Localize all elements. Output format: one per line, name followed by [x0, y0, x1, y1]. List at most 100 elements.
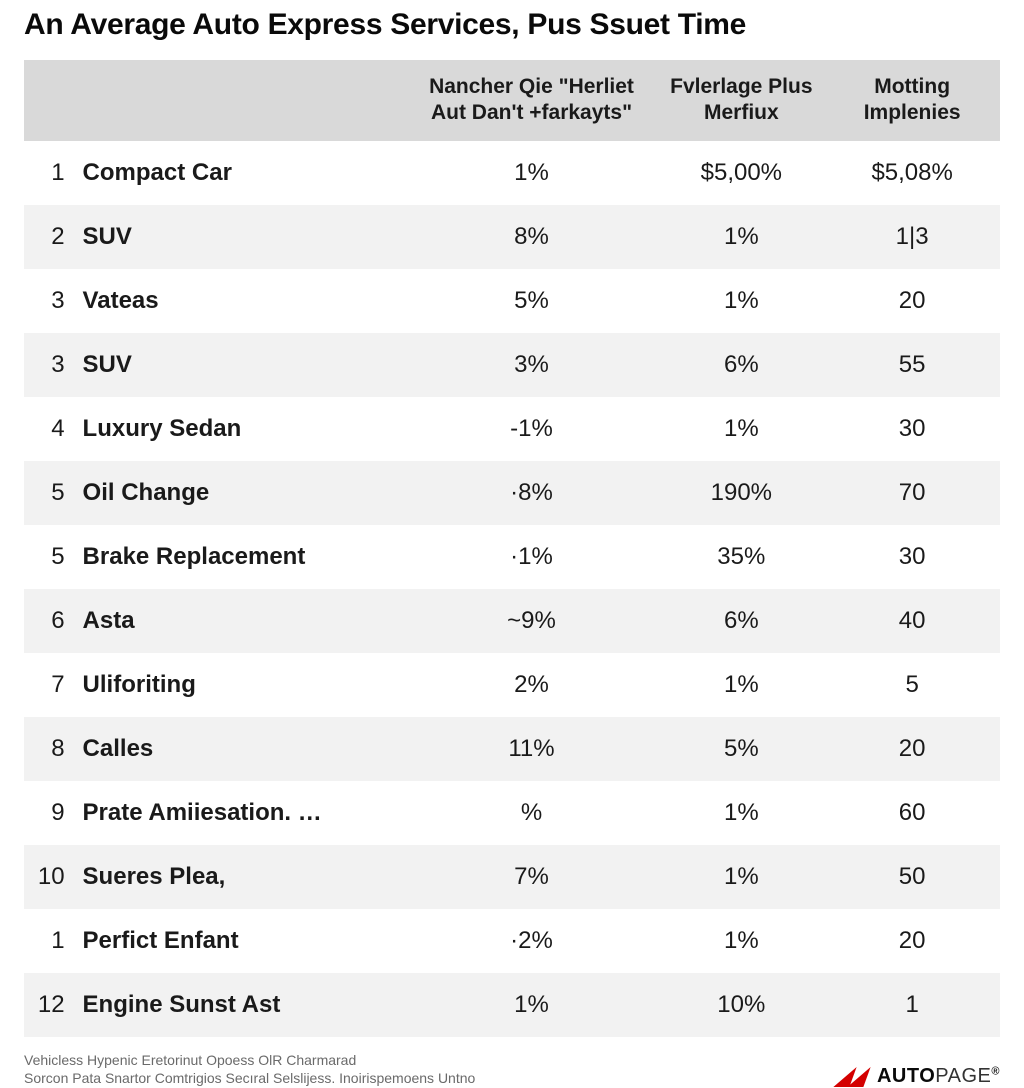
name-cell: Asta	[83, 589, 405, 653]
logo-registered: ®	[991, 1066, 1000, 1078]
rank-cell: 1	[24, 909, 83, 973]
rank-cell: 10	[24, 845, 83, 909]
value-cell-1: -1%	[405, 397, 659, 461]
value-cell-2: 6%	[658, 333, 824, 397]
value-cell-1: 1%	[405, 141, 659, 205]
logo-mark-icon	[837, 1067, 871, 1087]
services-table: Nancher Qie "Herliet Aut Dan't +farkayts…	[24, 60, 1000, 1037]
value-cell-1: ·1%	[405, 525, 659, 589]
value-cell-3: 60	[824, 781, 1000, 845]
rank-cell: 8	[24, 717, 83, 781]
value-cell-3: 55	[824, 333, 1000, 397]
value-cell-2: 1%	[658, 269, 824, 333]
footer: Vehicless Hypenic Eretorinut Opoess OlR …	[24, 1051, 1000, 1088]
logo-text-bold: AUTO	[877, 1065, 935, 1087]
rank-cell: 4	[24, 397, 83, 461]
brand-logo: AUTOPAGE®	[837, 1065, 1000, 1088]
value-cell-2: $5,00%	[658, 141, 824, 205]
name-cell: Sueres Plea,	[83, 845, 405, 909]
footer-text: Vehicless Hypenic Eretorinut Opoess OlR …	[24, 1051, 475, 1088]
table-row: 1Compact Car1%$5,00%$5,08%	[24, 141, 1000, 205]
rank-cell: 5	[24, 525, 83, 589]
table-row: 7Uliforiting2%1%5	[24, 653, 1000, 717]
rank-cell: 7	[24, 653, 83, 717]
table-row: 1Perfict Enfant·2%1%20	[24, 909, 1000, 973]
value-cell-1: ·2%	[405, 909, 659, 973]
header-col-1: Nancher Qie "Herliet Aut Dan't +farkayts…	[405, 60, 659, 141]
name-cell: Prate Amiiesation. …	[83, 781, 405, 845]
footer-line-2: Sorcon Pata Snartor Comtrigios Secıral S…	[24, 1069, 475, 1088]
name-cell: Calles	[83, 717, 405, 781]
value-cell-1: 5%	[405, 269, 659, 333]
value-cell-1: 8%	[405, 205, 659, 269]
value-cell-2: 1%	[658, 845, 824, 909]
value-cell-1: 7%	[405, 845, 659, 909]
value-cell-3: 30	[824, 525, 1000, 589]
value-cell-2: 190%	[658, 461, 824, 525]
name-cell: SUV	[83, 205, 405, 269]
value-cell-1: ~9%	[405, 589, 659, 653]
rank-cell: 2	[24, 205, 83, 269]
table-row: 9Prate Amiiesation. …%1%60	[24, 781, 1000, 845]
value-cell-3: 1|3	[824, 205, 1000, 269]
header-blank	[24, 60, 405, 141]
rank-cell: 3	[24, 269, 83, 333]
value-cell-2: 10%	[658, 973, 824, 1037]
rank-cell: 3	[24, 333, 83, 397]
value-cell-1: ·8%	[405, 461, 659, 525]
value-cell-3: 20	[824, 717, 1000, 781]
value-cell-3: 1	[824, 973, 1000, 1037]
table-header-row: Nancher Qie "Herliet Aut Dan't +farkayts…	[24, 60, 1000, 141]
table-row: 2SUV8%1%1|3	[24, 205, 1000, 269]
name-cell: Brake Replacement	[83, 525, 405, 589]
rank-cell: 1	[24, 141, 83, 205]
footer-line-1: Vehicless Hypenic Eretorinut Opoess OlR …	[24, 1051, 475, 1070]
value-cell-1: 3%	[405, 333, 659, 397]
value-cell-1: 2%	[405, 653, 659, 717]
table-row: 8Calles11%5%20	[24, 717, 1000, 781]
value-cell-1: %	[405, 781, 659, 845]
logo-text: AUTOPAGE®	[877, 1065, 1000, 1088]
name-cell: SUV	[83, 333, 405, 397]
value-cell-3: 50	[824, 845, 1000, 909]
value-cell-2: 1%	[658, 781, 824, 845]
value-cell-2: 6%	[658, 589, 824, 653]
value-cell-2: 35%	[658, 525, 824, 589]
logo-text-light: PAGE	[935, 1065, 991, 1087]
value-cell-2: 1%	[658, 397, 824, 461]
value-cell-3: $5,08%	[824, 141, 1000, 205]
name-cell: Compact Car	[83, 141, 405, 205]
services-table-container: Nancher Qie "Herliet Aut Dan't +farkayts…	[24, 60, 1000, 1037]
table-body: 1Compact Car1%$5,00%$5,08%2SUV8%1%1|33Va…	[24, 141, 1000, 1037]
name-cell: Vateas	[83, 269, 405, 333]
table-row: 3Vateas5%1%20	[24, 269, 1000, 333]
header-col-3: Motting Implenies	[824, 60, 1000, 141]
value-cell-3: 70	[824, 461, 1000, 525]
value-cell-3: 5	[824, 653, 1000, 717]
table-row: 6Asta~9%6%40	[24, 589, 1000, 653]
name-cell: Perfict Enfant	[83, 909, 405, 973]
name-cell: Oil Change	[83, 461, 405, 525]
value-cell-2: 1%	[658, 909, 824, 973]
page-title: An Average Auto Express Services, Pus Ss…	[24, 8, 1000, 42]
value-cell-1: 11%	[405, 717, 659, 781]
table-row: 5Oil Change·8%190%70	[24, 461, 1000, 525]
table-row: 3SUV3%6%55	[24, 333, 1000, 397]
value-cell-3: 30	[824, 397, 1000, 461]
table-row: 12Engine Sunst Ast1%10%1	[24, 973, 1000, 1037]
rank-cell: 9	[24, 781, 83, 845]
value-cell-2: 5%	[658, 717, 824, 781]
name-cell: Uliforiting	[83, 653, 405, 717]
value-cell-3: 20	[824, 909, 1000, 973]
rank-cell: 5	[24, 461, 83, 525]
value-cell-2: 1%	[658, 653, 824, 717]
value-cell-2: 1%	[658, 205, 824, 269]
rank-cell: 12	[24, 973, 83, 1037]
value-cell-3: 40	[824, 589, 1000, 653]
table-row: 5Brake Replacement·1%35%30	[24, 525, 1000, 589]
table-row: 10Sueres Plea,7%1%50	[24, 845, 1000, 909]
name-cell: Engine Sunst Ast	[83, 973, 405, 1037]
rank-cell: 6	[24, 589, 83, 653]
value-cell-3: 20	[824, 269, 1000, 333]
header-col-2: Fvlerlage Plus Merfiux	[658, 60, 824, 141]
